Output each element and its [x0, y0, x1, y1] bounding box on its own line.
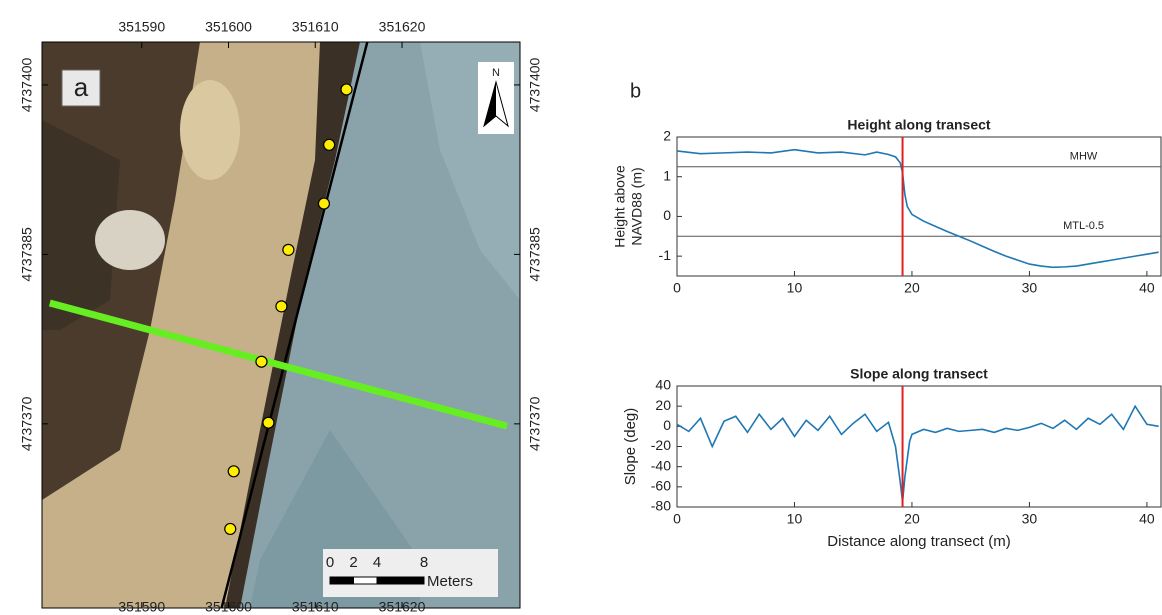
y-tick-label: 0 — [663, 417, 671, 433]
shoreline-point — [255, 355, 268, 368]
north-label: N — [492, 67, 500, 79]
x-tick-label: 30 — [1022, 511, 1038, 527]
aerial-image — [42, 42, 520, 608]
y-tick-label: -80 — [651, 498, 671, 514]
scale-label: 8 — [420, 554, 428, 571]
shoreline-point — [282, 243, 295, 256]
y-tick-label: -1 — [659, 247, 672, 263]
y-tick-label: -20 — [651, 437, 671, 453]
panel-label: a — [74, 72, 89, 102]
y-tick-label: 4737385 — [19, 227, 35, 282]
y-tick-label: -40 — [651, 457, 671, 473]
plot-frame — [676, 136, 1162, 277]
shoreline-point — [340, 83, 353, 96]
y-tick-label: 20 — [655, 397, 671, 413]
y-axis-label: NAVD88 (m) — [629, 167, 645, 245]
x-tick-label: 0 — [673, 511, 681, 527]
x-tick-label: 40 — [1139, 280, 1155, 296]
scale-label: 0 — [326, 554, 334, 571]
scale-segment — [353, 576, 378, 585]
shoreline-point — [262, 416, 275, 429]
x-tick-label: 0 — [673, 280, 681, 296]
scale-unit: Meters — [427, 573, 473, 590]
y-tick-label: 4737400 — [527, 57, 543, 112]
x-tick-label: 351590 — [118, 19, 165, 35]
shoreline-point — [227, 465, 240, 478]
x-tick-label: 351600 — [205, 19, 252, 35]
scale-segment — [376, 576, 425, 585]
chart-title: Slope along transect — [850, 366, 988, 382]
x-tick-label: 20 — [904, 511, 920, 527]
shoreline-point — [323, 138, 336, 151]
data-line — [676, 148, 1159, 269]
x-tick-label: 30 — [1022, 280, 1038, 296]
shoreline-point — [317, 197, 331, 210]
north-arrow-half — [484, 82, 496, 126]
shoreline-point — [224, 522, 237, 536]
y-tick-label: 4737370 — [19, 396, 35, 451]
y-tick-label: 4737385 — [527, 227, 543, 282]
scale-label: 4 — [373, 554, 381, 571]
transect — [48, 299, 508, 430]
panel-label: b — [630, 80, 641, 102]
x-tick-label: 351610 — [292, 19, 339, 35]
y-tick-label: 2 — [663, 128, 671, 144]
scale-segment — [329, 576, 354, 585]
y-tick-label: 0 — [663, 207, 671, 223]
reference-label: MTL-0.5 — [1063, 220, 1104, 232]
scale-label: 2 — [349, 554, 357, 571]
data-line — [676, 404, 1159, 503]
chart-title: Height along transect — [847, 117, 990, 133]
y-tick-label: 1 — [663, 167, 671, 183]
shoreline-point — [275, 300, 288, 313]
x-tick-label: 40 — [1139, 511, 1155, 527]
y-tick-label: 4737400 — [19, 57, 35, 112]
plot-frame — [676, 385, 1162, 508]
y-tick-label: -60 — [651, 478, 671, 494]
x-tick-label: 351610 — [292, 599, 339, 615]
map-frame — [41, 41, 521, 609]
y-axis-label: Slope (deg) — [622, 408, 639, 486]
x-tick-label: 351620 — [379, 19, 426, 35]
y-axis-label: Height above — [612, 165, 628, 248]
panel-label-box — [61, 69, 101, 107]
y-tick-label: 4737370 — [527, 396, 543, 451]
x-tick-label: 351620 — [379, 599, 426, 615]
reference-label: MHW — [1070, 151, 1098, 163]
x-tick-label: 10 — [787, 280, 803, 296]
x-tick-label: 20 — [904, 280, 920, 296]
y-tick-label: 40 — [655, 377, 671, 393]
x-tick-label: 351590 — [118, 599, 165, 615]
shoreline — [220, 42, 369, 608]
x-tick-label: 10 — [787, 511, 803, 527]
x-tick-label: 351600 — [205, 599, 252, 615]
scale-box — [323, 549, 498, 597]
x-axis-label: Distance along transect (m) — [827, 533, 1010, 550]
